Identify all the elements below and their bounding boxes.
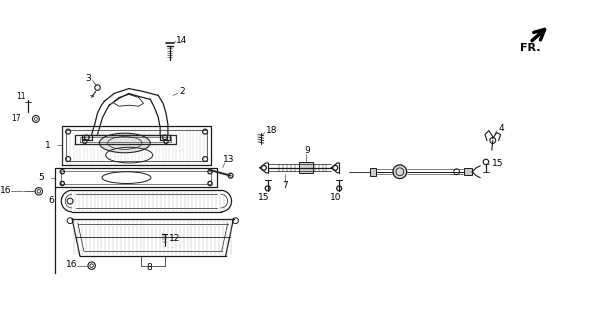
Text: 9: 9 <box>304 146 310 155</box>
Text: 15: 15 <box>492 159 503 168</box>
Text: 13: 13 <box>223 156 234 164</box>
Text: 18: 18 <box>266 126 277 135</box>
Text: 16: 16 <box>66 260 77 269</box>
Text: 8: 8 <box>146 263 152 272</box>
Text: FR.: FR. <box>520 43 540 52</box>
Bar <box>464 168 472 175</box>
Text: 4: 4 <box>498 124 504 133</box>
Text: 7: 7 <box>282 181 288 190</box>
Text: 1: 1 <box>44 141 50 150</box>
Ellipse shape <box>99 133 150 153</box>
Text: 5: 5 <box>38 173 44 182</box>
Text: 10: 10 <box>330 193 341 202</box>
Text: 17: 17 <box>12 115 21 124</box>
Circle shape <box>393 165 407 179</box>
Bar <box>299 163 313 173</box>
Text: 14: 14 <box>176 36 187 45</box>
Text: 3: 3 <box>86 74 92 83</box>
Text: 11: 11 <box>17 92 26 101</box>
Text: 2: 2 <box>180 87 185 96</box>
Bar <box>371 168 377 176</box>
Text: 16: 16 <box>0 186 11 195</box>
Text: 12: 12 <box>169 234 181 243</box>
Text: 6: 6 <box>49 196 54 204</box>
Text: 15: 15 <box>258 193 269 202</box>
